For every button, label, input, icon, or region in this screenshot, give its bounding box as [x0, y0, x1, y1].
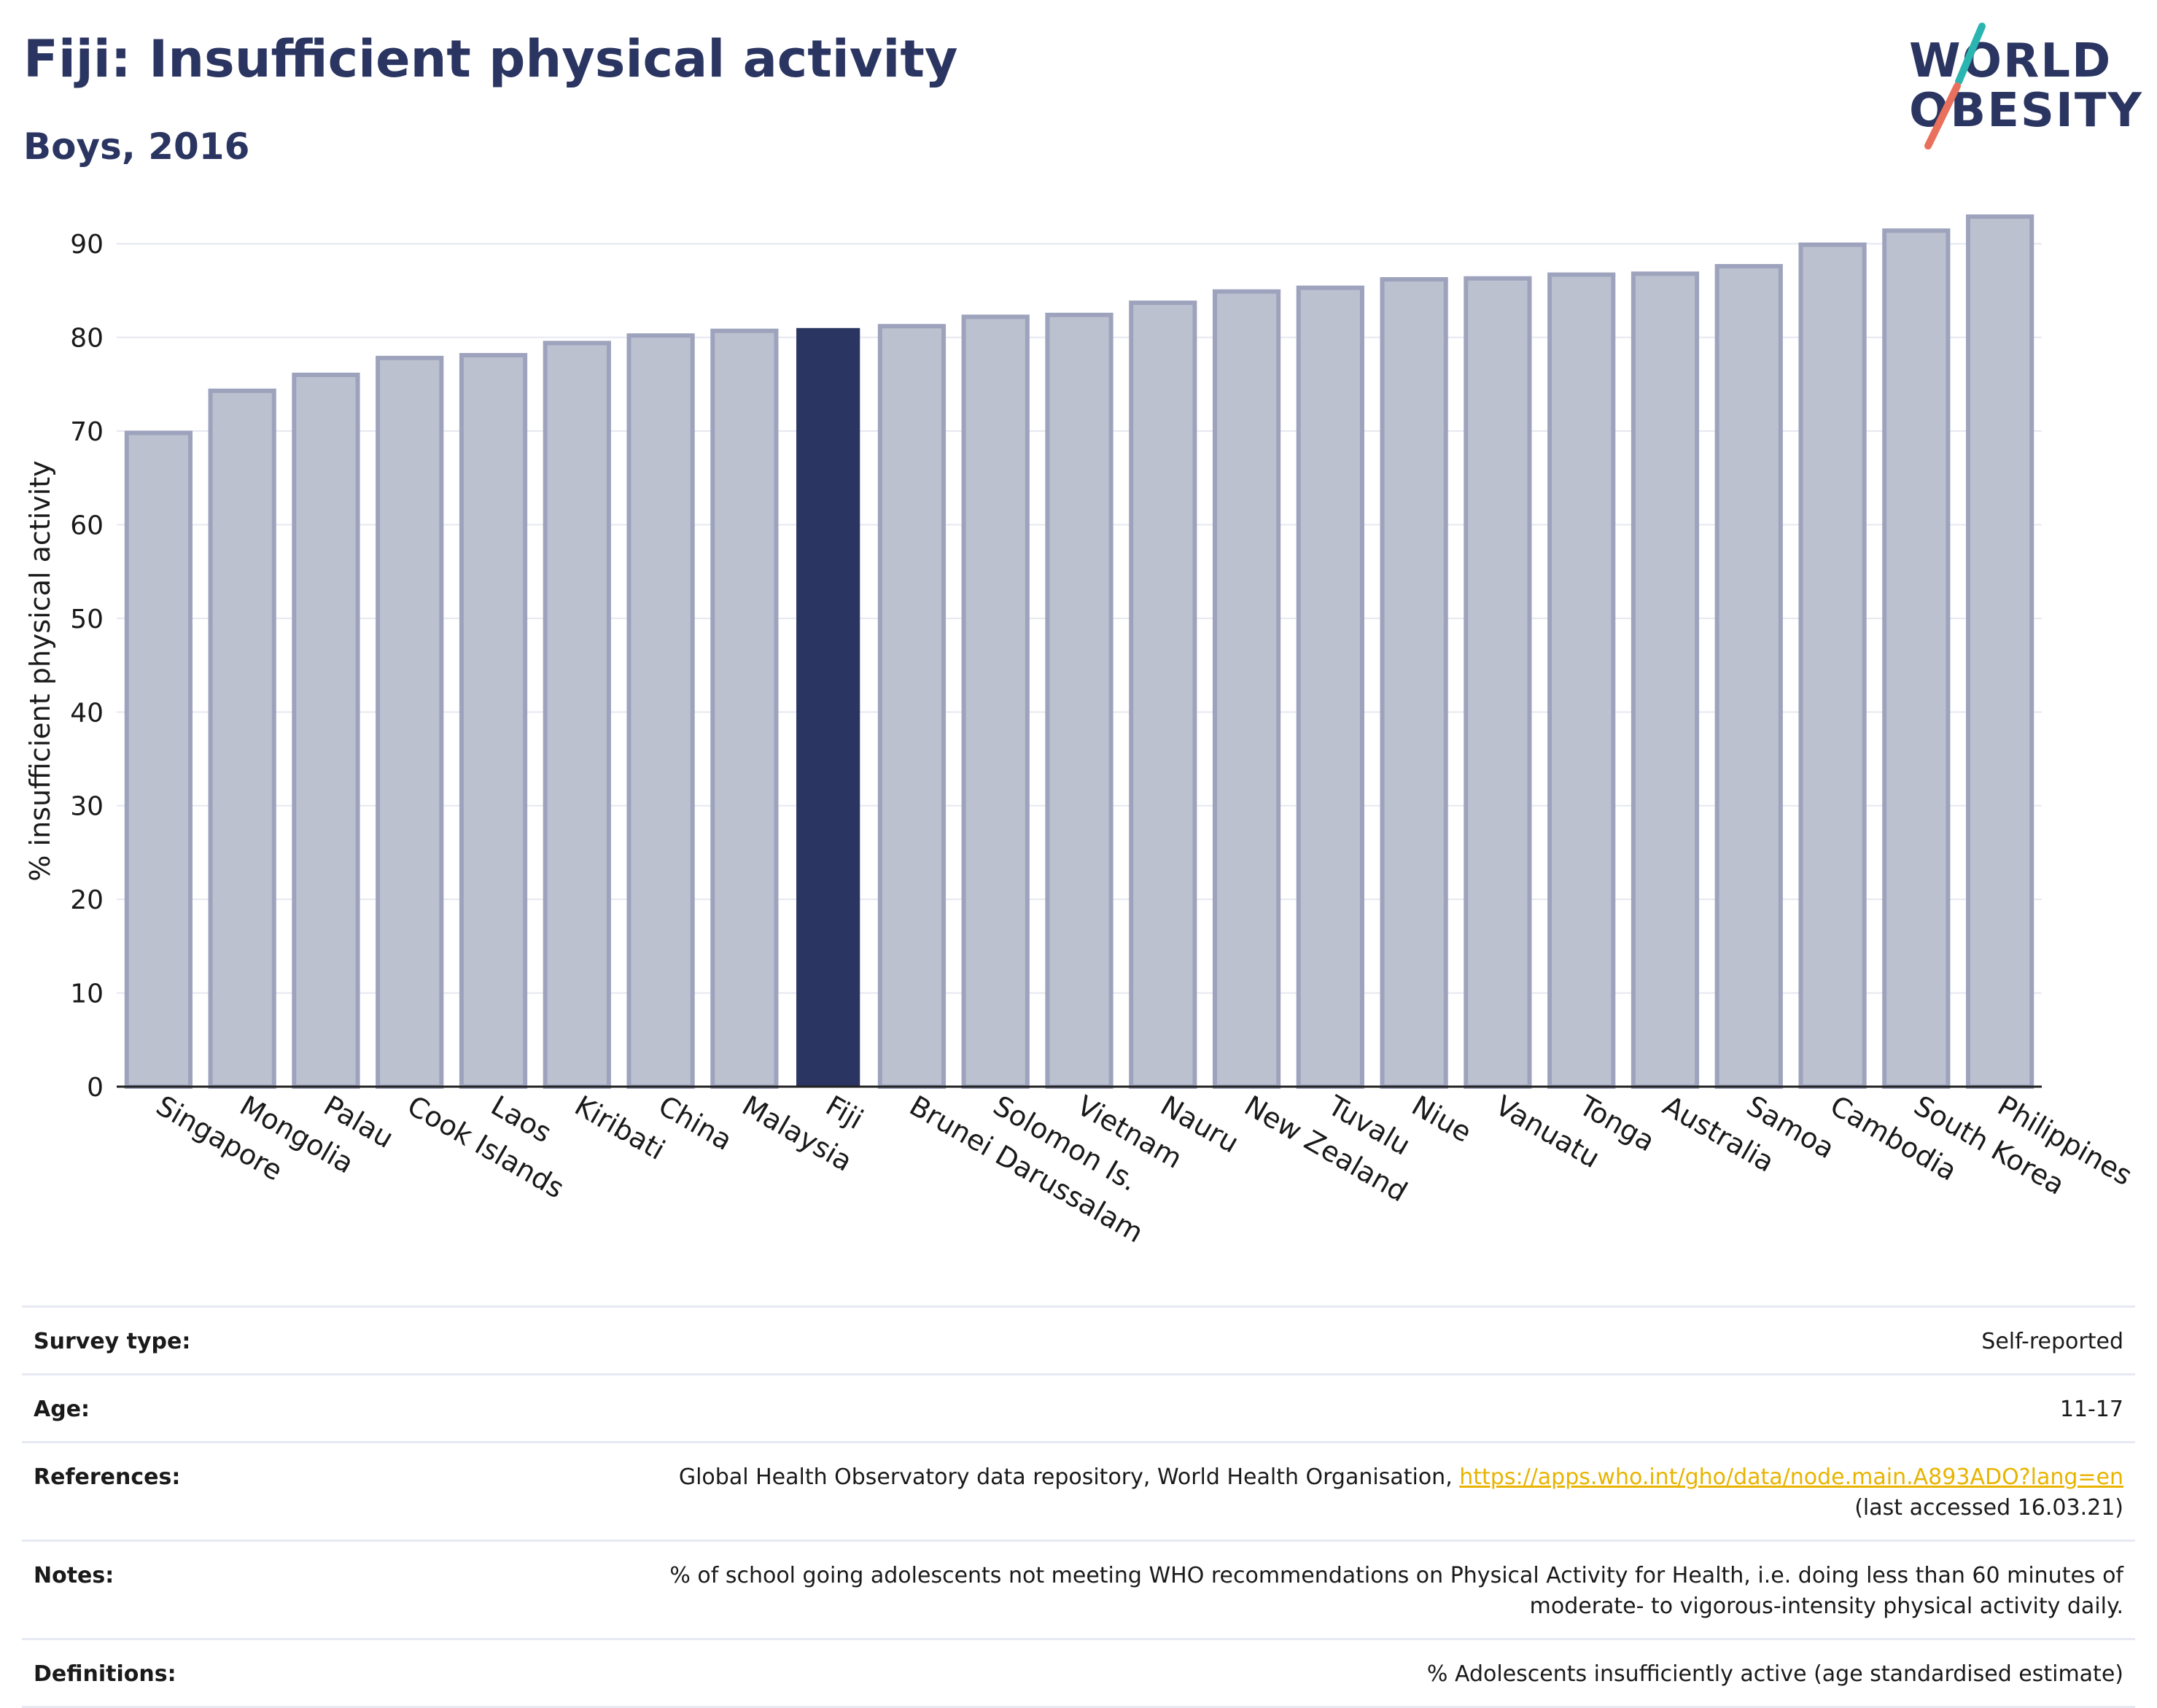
meta-row-notes: Notes: % of school going adolescents not…	[22, 1540, 2135, 1638]
y-tick-label: 10	[70, 979, 104, 1009]
bar	[376, 355, 444, 1089]
y-axis-label: % insufficient physical activity	[24, 460, 56, 881]
page-title: Fiji: Insufficient physical activity	[23, 29, 958, 89]
bar	[292, 373, 360, 1089]
notes-label: Notes:	[34, 1563, 114, 1588]
bar	[626, 333, 695, 1090]
metadata-table: Survey type: Self-reported Age: 11-17 Re…	[22, 1305, 2135, 1708]
y-tick-label: 50	[70, 605, 104, 634]
bar	[459, 353, 528, 1090]
x-tick-label: Niue	[1407, 1090, 1477, 1149]
meta-row-age: Age: 11-17	[22, 1373, 2135, 1441]
logo-slash-icon	[1924, 23, 1986, 150]
bar	[1380, 277, 1448, 1090]
x-tick-label: Fiji	[820, 1090, 868, 1136]
age-label: Age:	[34, 1397, 90, 1422]
bar-highlighted	[796, 327, 860, 1087]
bar	[961, 314, 1030, 1090]
y-tick-label: 0	[87, 1073, 104, 1103]
world-obesity-logo: WORLD OBESITY	[1903, 20, 2144, 155]
bar	[877, 324, 947, 1089]
bar	[1212, 289, 1281, 1089]
bar	[1129, 300, 1197, 1089]
y-tick-label: 20	[70, 885, 104, 915]
bar	[1631, 271, 1700, 1089]
bars	[124, 214, 2034, 1090]
references-link[interactable]: https://apps.who.int/gho/data/node.main.…	[1459, 1464, 2123, 1490]
y-tick-label: 30	[70, 792, 104, 822]
x-tick-label: Kiribati	[570, 1090, 671, 1166]
y-tick-label: 70	[70, 417, 104, 447]
notes-line-1: % of school going adolescents not meetin…	[669, 1563, 2123, 1588]
bar	[1045, 312, 1114, 1089]
x-tick-label: China	[653, 1090, 738, 1157]
logo-line-1: WORLD	[1909, 34, 2113, 88]
bar	[1965, 214, 2034, 1090]
bar	[710, 328, 779, 1090]
x-tick-label: Cook Islands	[402, 1090, 570, 1205]
y-axis-ticks: 0 10 20 30 40 50 60 70 80 90	[70, 230, 104, 1103]
age-value: 11-17	[2059, 1397, 2123, 1422]
bar	[1714, 264, 1783, 1089]
bar	[1464, 276, 1532, 1089]
notes-line-2: moderate- to vigorous-intensity physical…	[1529, 1594, 2123, 1619]
definitions-label: Definitions:	[34, 1661, 176, 1687]
notes-value: % of school going adolescents not meetin…	[296, 1561, 2123, 1622]
bar	[1882, 228, 1951, 1090]
references-label: References:	[34, 1464, 181, 1490]
definitions-value: % Adolescents insufficiently active (age…	[1426, 1661, 2123, 1687]
references-value: Global Health Observatory data repositor…	[296, 1462, 2123, 1523]
bar-chart: 0 10 20 30 40 50 60 70 80 90 SingaporeMongoliaPal…	[24, 214, 2138, 1249]
references-text: Global Health Observatory data repositor…	[678, 1464, 1460, 1490]
y-tick-label: 60	[70, 511, 104, 540]
y-tick-label: 90	[70, 230, 104, 260]
bar	[1296, 285, 1364, 1089]
bar	[1798, 242, 1867, 1089]
meta-row-survey-type: Survey type: Self-reported	[22, 1305, 2135, 1373]
y-tick-label: 80	[70, 324, 104, 354]
y-tick-label: 40	[70, 698, 104, 728]
survey-type-value: Self-reported	[1981, 1329, 2123, 1354]
meta-row-references: References: Global Health Observatory da…	[22, 1441, 2135, 1540]
page-subtitle: Boys, 2016	[23, 125, 250, 168]
references-accessed: (last accessed 16.03.21)	[1854, 1495, 2123, 1521]
bar	[1547, 272, 1616, 1089]
bar	[124, 430, 193, 1090]
bar	[208, 388, 276, 1089]
survey-type-label: Survey type:	[34, 1329, 191, 1354]
meta-row-definitions: Definitions: % Adolescents insufficientl…	[22, 1638, 2135, 1708]
bar	[543, 341, 611, 1089]
